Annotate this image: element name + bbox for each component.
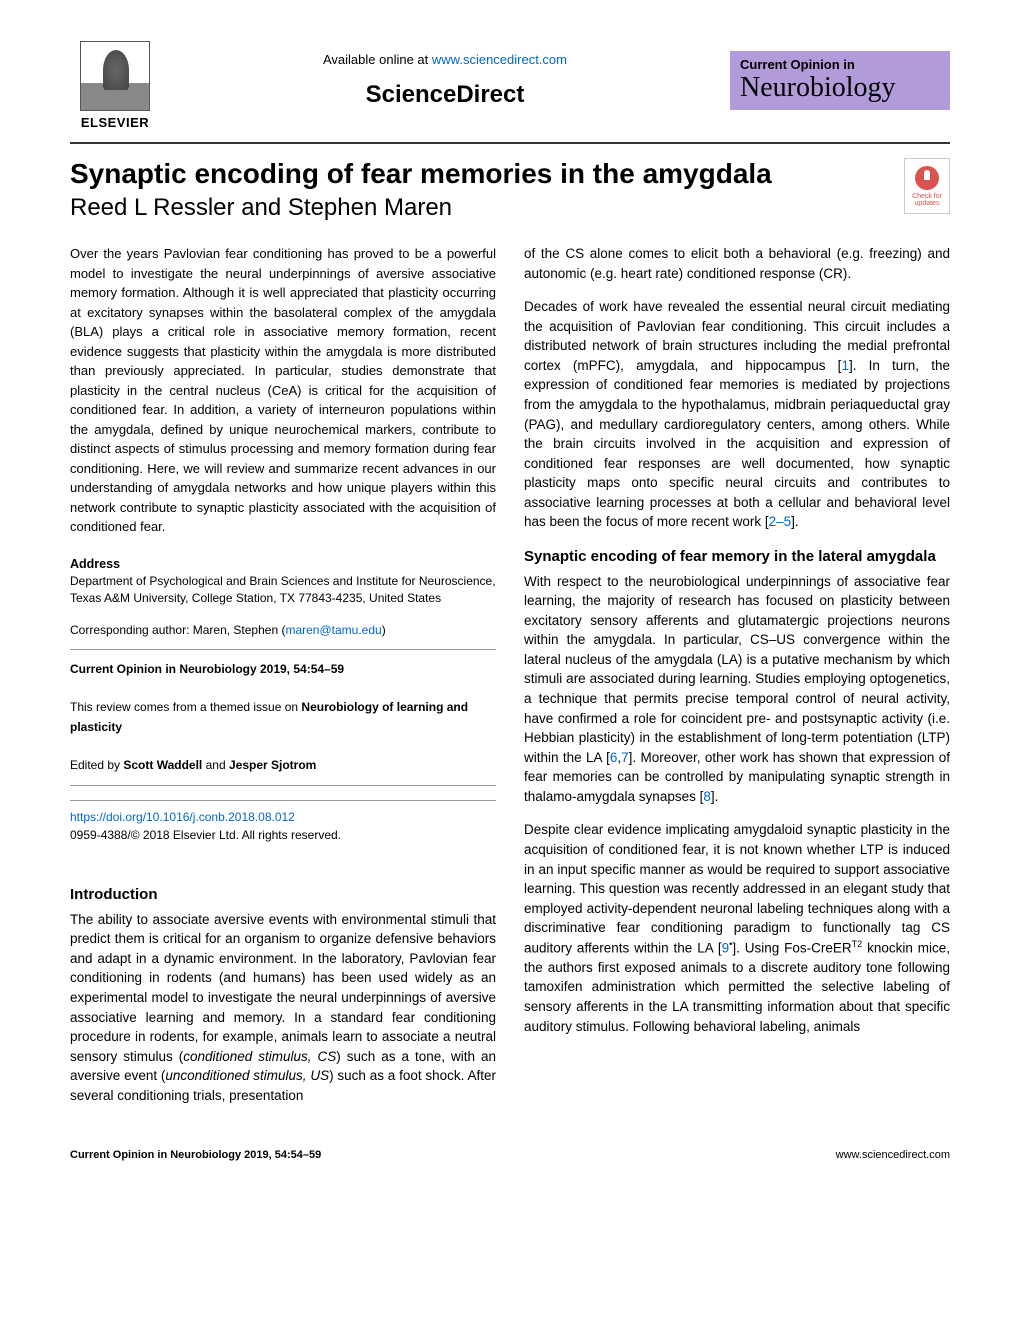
journal-badge-top: Current Opinion in [740,57,940,72]
right-column: of the CS alone comes to elicit both a b… [524,244,950,1119]
editor-and: and [202,758,229,772]
intro-paragraph-1: The ability to associate aversive events… [70,910,496,1106]
edited-by-prefix: Edited by [70,758,123,772]
header-center: Available online at www.sciencedirect.co… [160,52,730,109]
col2-p3-a: With respect to the neurobiological unde… [524,574,950,765]
doi-block: https://doi.org/10.1016/j.conb.2018.08.0… [70,800,496,844]
elsevier-logo: ELSEVIER [70,30,160,130]
corresponding-suffix: ) [382,623,386,637]
col2-p2-b: ]. In turn, the expression of conditione… [524,358,950,530]
cs-italic: conditioned stimulus [183,1049,308,1064]
ref-1-link[interactable]: 1 [841,358,849,373]
col2-p2: Decades of work have revealed the essent… [524,297,950,532]
col2-p2-c: ]. [791,514,799,529]
editor-1: Scott Waddell [123,758,202,772]
title-block: Synaptic encoding of fear memories in th… [70,158,772,244]
address-block: Address Department of Psychological and … [70,555,496,608]
ref-2-5-link[interactable]: 2–5 [769,514,792,529]
copyright-line: 0959-4388/© 2018 Elsevier Ltd. All right… [70,828,341,842]
page-header: ELSEVIER Available online at www.science… [70,30,950,130]
intro-p1-a: The ability to associate aversive events… [70,912,496,1064]
col2-p3: With respect to the neurobiological unde… [524,572,950,807]
article-title: Synaptic encoding of fear memories in th… [70,158,772,190]
corresponding-email-link[interactable]: maren@tamu.edu [285,623,381,637]
footer-citation: Current Opinion in Neurobiology 2019, 54… [70,1149,321,1161]
elsevier-tree-icon [80,41,150,111]
us-abbr: , US [303,1068,329,1083]
synaptic-heading: Synaptic encoding of fear memory in the … [524,546,950,568]
elsevier-label: ELSEVIER [81,115,149,130]
footer-right: www.sciencedirect.com [836,1149,950,1161]
ref-7-link[interactable]: 7 [621,750,629,765]
ref-8-link[interactable]: 8 [703,789,711,804]
available-online-text: Available online at [323,52,432,67]
cs-abbr: , CS [308,1049,336,1064]
corresponding-prefix: Corresponding author: Maren, Stephen ( [70,623,285,637]
doi-link[interactable]: https://doi.org/10.1016/j.conb.2018.08.0… [70,810,295,824]
introduction-heading: Introduction [70,884,496,906]
journal-badge: Current Opinion in Neurobiology [730,51,950,110]
review-line-prefix: This review comes from a themed issue on [70,700,301,714]
citation-meta-box: Current Opinion in Neurobiology 2019, 54… [70,649,496,786]
footer-left: Current Opinion in Neurobiology 2019, 54… [70,1149,321,1161]
sciencedirect-wordmark: ScienceDirect [160,81,730,109]
journal-badge-bottom: Neurobiology [740,72,940,104]
address-text: Department of Psychological and Brain Sc… [70,574,496,605]
header-rule [70,142,950,144]
col2-p1: of the CS alone comes to elicit both a b… [524,244,950,283]
corresponding-author: Corresponding author: Maren, Stephen (ma… [70,622,496,639]
col2-p4-b: ]. Using Fos-CreER [732,940,851,955]
citation-line: Current Opinion in Neurobiology 2019, 54… [70,662,344,676]
col2-p4-a: Despite clear evidence implicating amygd… [524,822,950,955]
col2-p4: Despite clear evidence implicating amygd… [524,820,950,1036]
page-footer: Current Opinion in Neurobiology 2019, 54… [70,1143,950,1161]
sciencedirect-url-link[interactable]: www.sciencedirect.com [432,52,567,67]
t2-superscript: T2 [852,939,863,949]
bookmark-icon [915,166,939,190]
available-online: Available online at www.sciencedirect.co… [160,52,730,67]
check-updates-label: Check for updates [905,193,949,207]
abstract-text: Over the years Pavlovian fear conditioni… [70,244,496,537]
two-column-layout: Over the years Pavlovian fear conditioni… [70,244,950,1119]
address-label: Address [70,557,120,571]
author-list: Reed L Ressler and Stephen Maren [70,194,772,222]
check-for-updates-button[interactable]: Check for updates [904,158,950,214]
editor-2: Jesper Sjotrom [229,758,316,772]
left-column: Over the years Pavlovian fear conditioni… [70,244,496,1119]
title-row: Synaptic encoding of fear memories in th… [70,158,950,244]
us-italic: unconditioned stimulus [165,1068,302,1083]
col2-p3-c: ]. [711,789,719,804]
